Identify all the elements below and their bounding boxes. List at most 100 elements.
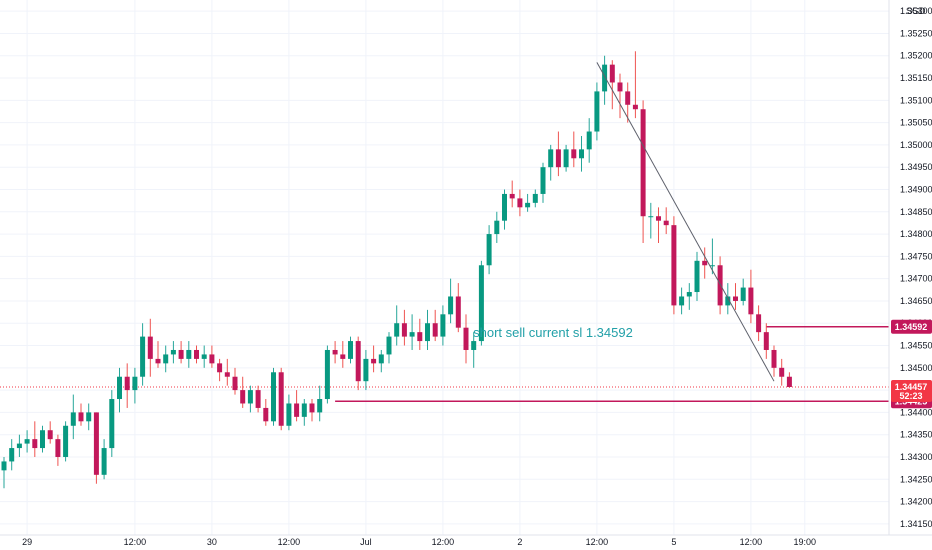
- time-axis[interactable]: 29 12:00 30 12:00 Jul 12:00 2 12:00 5 12:00 19:00: [22, 537, 816, 547]
- sl-line-tag-label: 1.34592: [895, 322, 928, 332]
- price-tick-label: 1.34550: [900, 341, 932, 351]
- candle-body: [494, 220, 500, 235]
- price-tick-label: 1.34300: [900, 452, 932, 462]
- candle-body: [163, 354, 169, 364]
- candle-body: [725, 296, 731, 306]
- time-tick-label: 29: [22, 537, 32, 547]
- time-tick-label: 12:00: [432, 537, 455, 547]
- price-tick-label: 1.35200: [900, 51, 932, 61]
- candles: [1, 51, 792, 489]
- candle-body: [32, 439, 38, 449]
- horizontal-lines: [0, 326, 889, 402]
- candle-body: [632, 104, 638, 110]
- candle-body: [286, 403, 292, 426]
- price-tick-label: 1.34650: [900, 296, 932, 306]
- candle-body: [432, 323, 438, 337]
- price-tick-label: 1.34900: [900, 184, 932, 194]
- candle-body: [217, 363, 223, 373]
- candle-body: [478, 265, 484, 342]
- candle-body: [132, 376, 138, 391]
- time-tick-label: Jul: [360, 537, 372, 547]
- candle-body: [602, 64, 608, 92]
- candle-body: [525, 202, 531, 208]
- candle-body: [571, 149, 577, 159]
- candle-body: [1, 461, 7, 471]
- price-tick-label: 1.34250: [900, 474, 932, 484]
- price-tick-label: 1.34750: [900, 251, 932, 261]
- price-tick-label: 1.34500: [900, 363, 932, 373]
- candle-body: [502, 193, 507, 221]
- candle-body: [40, 430, 45, 449]
- time-tick-label: 12:00: [740, 537, 763, 547]
- candle-body: [409, 332, 415, 337]
- candle-body: [147, 336, 153, 359]
- candle-body: [679, 296, 685, 306]
- candle-body: [733, 296, 738, 301]
- price-tick-label: 1.34400: [900, 407, 932, 417]
- candle-body: [540, 167, 546, 194]
- candle-body: [209, 354, 215, 364]
- candle-body: [355, 341, 361, 382]
- candle-body: [656, 216, 661, 221]
- time-tick-label: 19:00: [794, 537, 817, 547]
- candle-body: [709, 265, 715, 267]
- countdown-label: 52:23: [899, 391, 922, 401]
- candle-body: [401, 323, 407, 337]
- candle-body: [317, 399, 323, 413]
- candle-body: [517, 198, 523, 208]
- candle-body: [271, 372, 276, 422]
- candle-body: [363, 358, 369, 382]
- candle-body: [109, 399, 115, 449]
- candle-body: [563, 149, 569, 168]
- candle-body: [178, 349, 184, 359]
- price-tick-label: 1.34800: [900, 229, 932, 239]
- candle-body: [194, 349, 199, 359]
- candle-body: [532, 193, 538, 203]
- time-tick-label: 30: [207, 537, 217, 547]
- candle-body: [763, 332, 769, 350]
- grid-lines: [0, 0, 889, 535]
- candle-body: [586, 131, 592, 150]
- candle-body: [471, 341, 477, 350]
- candle-body: [455, 296, 461, 328]
- candle-body: [740, 287, 746, 301]
- candle-body: [378, 354, 384, 364]
- candle-body: [324, 349, 330, 400]
- candle-body: [232, 376, 238, 391]
- price-tick-label: 1.34150: [900, 519, 932, 529]
- price-tick-label: 1.35250: [900, 28, 932, 38]
- candle-body: [55, 439, 61, 457]
- candle-body: [294, 403, 300, 417]
- candle-body: [756, 314, 762, 333]
- candle-body: [86, 412, 92, 422]
- candle-body: [186, 349, 192, 359]
- candle-body: [78, 412, 84, 422]
- time-tick-label: 5: [671, 537, 676, 547]
- candle-body: [16, 443, 22, 449]
- candle-body: [117, 376, 122, 400]
- candle-body: [386, 336, 392, 355]
- candle-body: [486, 234, 492, 266]
- candle-body: [63, 425, 69, 457]
- price-tick-label: 1.34700: [900, 274, 932, 284]
- candle-body: [348, 341, 353, 359]
- candle-body: [340, 354, 346, 359]
- time-tick-label: 12:00: [586, 537, 609, 547]
- candle-body: [70, 412, 76, 426]
- time-tick-label: 12:00: [278, 537, 301, 547]
- candle-body: [779, 367, 785, 377]
- candle-body: [201, 354, 207, 359]
- candle-body: [702, 260, 708, 266]
- price-tick-label: 1.35150: [900, 73, 932, 83]
- candle-body: [301, 403, 307, 417]
- price-axis-background: [889, 0, 932, 550]
- candle-body: [786, 376, 792, 387]
- trendline: [596, 62, 775, 382]
- candle-body: [771, 349, 777, 368]
- candle-body: [617, 82, 623, 92]
- currency-label: SGD: [906, 6, 926, 16]
- candle-body: [555, 149, 561, 168]
- candle-body: [748, 287, 754, 315]
